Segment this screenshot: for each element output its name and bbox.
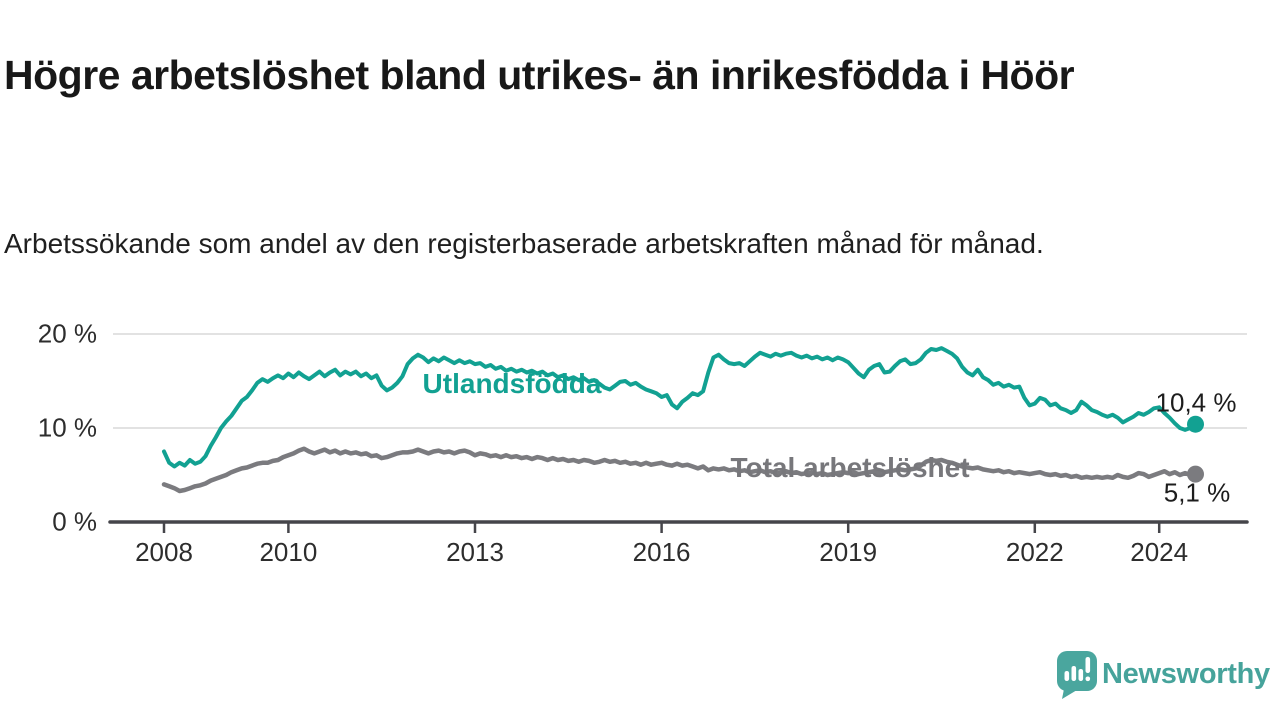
series-line-utlandsfodda — [162, 346, 1198, 469]
series-label-total: Total arbetslöshet — [730, 452, 970, 483]
x-tick-label: 2008 — [135, 537, 193, 567]
page-subtitle: Arbetssökande som andel av den registerb… — [4, 228, 1044, 259]
page-title: Högre arbetslöshet bland utrikes- än inr… — [4, 52, 1075, 99]
end-value-label-utlandsfodda: 10,4 % — [1155, 387, 1237, 418]
series-end-dot-total — [1187, 465, 1204, 483]
newsworthy-logo-text: Newsworthy — [1102, 658, 1270, 690]
newsworthy-logo-icon — [1057, 651, 1097, 699]
x-tick-label: 2010 — [259, 537, 318, 567]
series-end-dot-utlandsfodda — [1187, 415, 1204, 433]
end-value-label-total: 5,1 % — [1163, 477, 1231, 508]
y-tick-label: 0 % — [52, 506, 97, 537]
y-tick-label: 10 % — [37, 412, 97, 443]
x-tick-label: 2022 — [1005, 537, 1064, 567]
x-tick-label: 2016 — [632, 537, 691, 567]
series-label-utlandsfodda: Utlandsfödda — [422, 368, 602, 399]
y-tick-label: 20 % — [37, 318, 97, 349]
x-tick-label: 2013 — [446, 537, 504, 567]
series-line-total — [161, 446, 1198, 494]
x-tick-label: 2019 — [819, 537, 878, 567]
newsworthy-logo: Newsworthy — [1056, 650, 1270, 700]
x-tick-label: 2024 — [1130, 537, 1189, 567]
